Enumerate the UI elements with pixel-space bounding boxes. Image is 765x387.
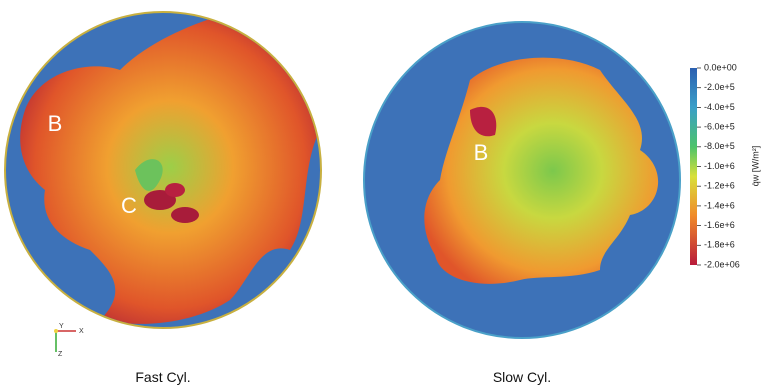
panel-caption: Fast Cyl. xyxy=(135,369,190,385)
axis-label: Z xyxy=(58,351,63,358)
annotation: C xyxy=(121,193,137,218)
colorbar-tick-label: -1.2e+6 xyxy=(704,181,735,191)
colorbar-scale xyxy=(690,68,697,265)
figure: B C Fast Cyl. B Slow Cyl. Y X Z q̇w [W/m… xyxy=(0,0,765,387)
fast-panel: B C Fast Cyl. xyxy=(0,10,321,385)
panel-caption: Slow Cyl. xyxy=(493,369,551,385)
colorbar-tick-label: -2.0e+5 xyxy=(704,82,735,92)
colorbar-tick-label: -4.0e+5 xyxy=(704,102,735,112)
colorbar-tick-label: -1.0e+6 xyxy=(704,161,735,171)
colorbar-label: q̇w [W/m²] xyxy=(750,146,760,187)
colorbar-tick-label: -6.0e+5 xyxy=(704,121,735,131)
annotation: B xyxy=(474,140,489,165)
annotation: B xyxy=(48,111,63,136)
axis-label: X xyxy=(79,328,84,335)
colorbar-tick-label: 0.0e+00 xyxy=(704,62,737,72)
colorbar-tick-label: -8.0e+5 xyxy=(704,141,735,151)
colorbar-tick-label: -1.4e+6 xyxy=(704,200,735,210)
axes-triad: Y X Z xyxy=(54,323,84,358)
colorbar: q̇w [W/m²] 0.0e+00 -2.0e+5 -4.0e+5 -6.0e+5 -… xyxy=(690,62,760,269)
colorbar-tick-label: -2.0e+06 xyxy=(704,259,740,269)
colorbar-tick-label: -1.8e+6 xyxy=(704,240,735,250)
slow-panel: B Slow Cyl. xyxy=(364,22,680,385)
colorbar-tick-label: -1.6e+6 xyxy=(704,220,735,230)
axis-label: Y xyxy=(59,323,64,330)
